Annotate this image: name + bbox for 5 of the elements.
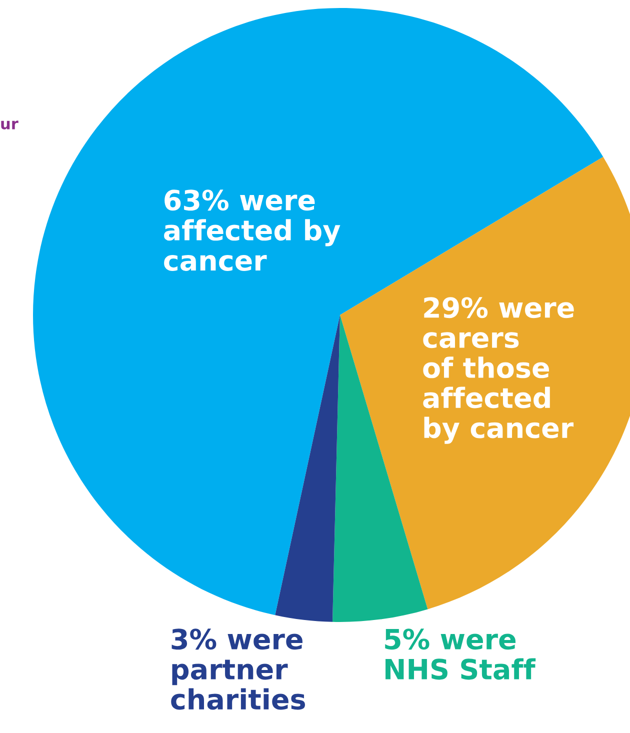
text: ur [1, 120, 18, 130]
data-label: 5% were NHS Staff [385, 628, 536, 680]
data-label: 29% were carers of those affected by cancer [423, 297, 574, 444]
data-label: 3% were partner charities [171, 628, 305, 710]
data-label: 63% were affected by cancer [164, 190, 340, 271]
